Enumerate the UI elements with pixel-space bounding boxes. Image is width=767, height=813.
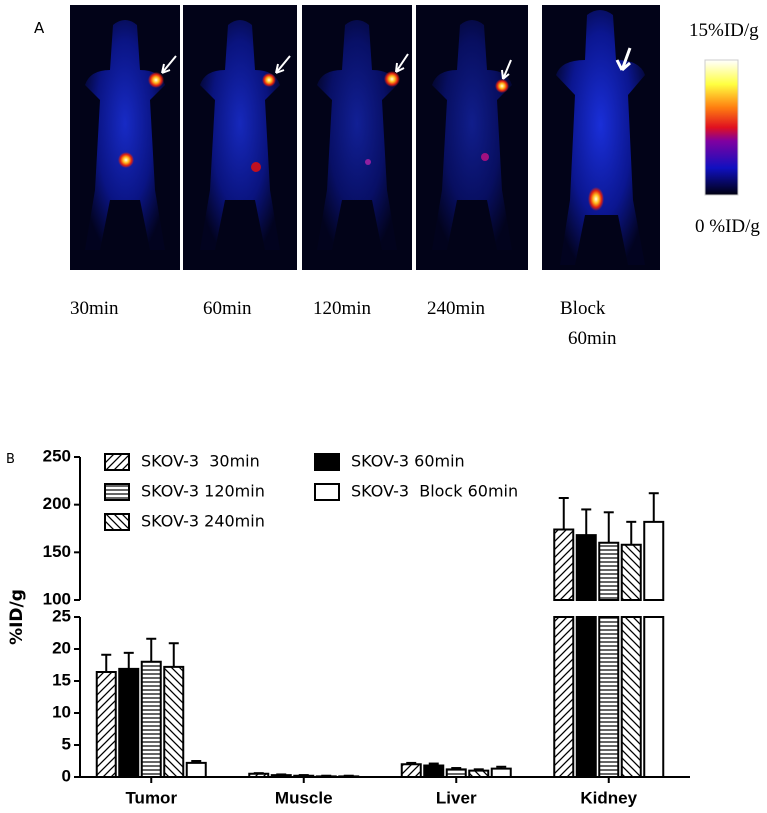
bar (338, 775, 360, 778)
y-tick-label: 0 (62, 766, 71, 785)
y-tick-label: 200 (43, 494, 71, 513)
y-axis-label: %ID/g (7, 589, 27, 645)
x-tick-label: Muscle (275, 788, 333, 807)
x-tick-label: Kidney (580, 788, 637, 807)
bar (248, 772, 270, 778)
mouse-image (183, 5, 297, 270)
legend-label: SKOV-3 Block 60min (351, 482, 518, 501)
y-tick-label: 15 (52, 670, 71, 689)
time-label: 240min (427, 298, 486, 319)
bar (293, 774, 315, 778)
y-tick-label: 100 (43, 589, 71, 608)
bar (468, 769, 490, 778)
x-tick-label: Liver (436, 788, 477, 807)
bar (445, 768, 467, 778)
time-label: 60min (568, 328, 617, 349)
time-label: 60min (203, 298, 252, 319)
mouse-image (416, 5, 528, 270)
colorbar (704, 59, 739, 196)
y-tick-label: 10 (52, 702, 71, 721)
bar (575, 534, 597, 778)
legend-swatch (314, 453, 340, 471)
bar (553, 528, 575, 778)
bar (400, 763, 422, 778)
legend-label: SKOV-3 120min (141, 482, 265, 501)
legend-swatch (104, 483, 130, 501)
y-tick-label: 250 (43, 446, 71, 465)
bar (490, 767, 512, 778)
legend-swatch (104, 453, 130, 471)
bar (598, 541, 620, 778)
mouse-image (542, 5, 660, 270)
bar (118, 667, 140, 778)
bar (185, 761, 207, 778)
y-tick-label: 150 (43, 542, 71, 561)
legend-swatch (314, 483, 340, 501)
y-tick-label: 5 (62, 734, 71, 753)
bar (423, 764, 445, 778)
y-tick-label: 25 (52, 606, 71, 625)
panel-label: B (6, 452, 15, 467)
legend-label: SKOV-3 60min (351, 452, 465, 471)
legend-swatch (104, 513, 130, 531)
bar (95, 671, 117, 778)
y-tick-label: 20 (52, 638, 71, 657)
colorbar-max-label: 15%ID/g (689, 20, 759, 41)
legend-label: SKOV-3 30min (141, 452, 260, 471)
x-tick-label: Tumor (125, 788, 177, 807)
bar (643, 520, 665, 778)
bar (315, 775, 337, 778)
bar (163, 665, 185, 778)
panel-label: A (34, 19, 45, 37)
pet-images: A (34, 5, 760, 349)
legend-label: SKOV-3 240min (141, 512, 265, 531)
time-label: Block (560, 298, 606, 319)
colorbar-min-label: 0 %ID/g (695, 216, 760, 237)
time-label: 30min (70, 298, 119, 319)
time-label: 120min (313, 298, 372, 319)
bar (620, 543, 642, 778)
bar (270, 774, 292, 778)
mouse-image (302, 5, 412, 270)
mouse-image (70, 5, 180, 270)
bar (140, 660, 162, 778)
